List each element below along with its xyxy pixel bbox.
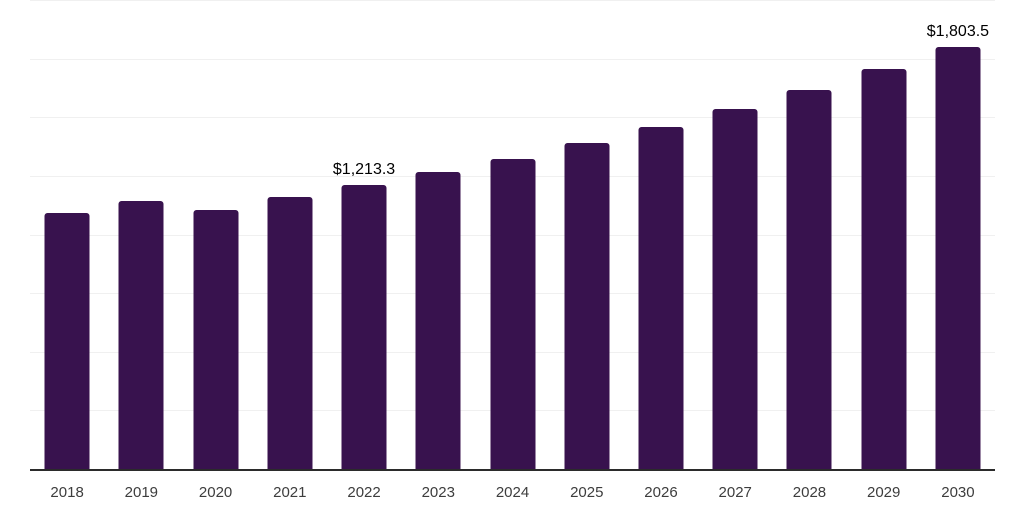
bar-slot-2026 — [624, 1, 698, 470]
x-tick-2018: 2018 — [50, 484, 84, 501]
bar-2025 — [564, 143, 610, 470]
bar-slot-2025 — [550, 1, 624, 470]
x-axis-line — [30, 469, 995, 471]
x-tick-2026: 2026 — [644, 484, 678, 501]
x-tick-2025: 2025 — [570, 484, 604, 501]
bar-slot-2019 — [104, 1, 178, 470]
x-tick-2027: 2027 — [718, 484, 752, 501]
x-tick-2019: 2019 — [124, 484, 159, 501]
bar-2028 — [786, 90, 832, 470]
x-tick-2020: 2020 — [198, 484, 233, 501]
bar-2023 — [415, 171, 461, 470]
bars-row: $1,213.3 $1,803.5 — [30, 1, 995, 470]
bar-2030 — [935, 47, 981, 470]
bar-2026 — [638, 126, 684, 470]
x-tick-2030: 2030 — [941, 484, 975, 501]
bar-2029 — [861, 69, 907, 470]
bar-slot-2021 — [253, 1, 327, 470]
bar-2021 — [267, 197, 313, 470]
gridline — [30, 58, 995, 60]
data-label-2030: $1,803.5 — [926, 23, 990, 41]
gridline — [30, 0, 995, 1]
bar-2027 — [712, 109, 758, 470]
x-tick-2021: 2021 — [273, 484, 307, 501]
bar-slot-2022: $1,213.3 — [327, 1, 401, 470]
bar-slot-2027 — [698, 1, 772, 470]
bar-2020 — [193, 210, 239, 470]
gridline — [30, 117, 995, 119]
bar-slot-2018 — [30, 1, 104, 470]
bar-slot-2023 — [401, 1, 475, 470]
plot-area: $1,213.3 $1,803.5 — [30, 0, 995, 470]
x-tick-2023: 2023 — [421, 484, 455, 501]
bar-2024 — [490, 158, 536, 470]
data-label-2022: $1,213.3 — [332, 161, 396, 179]
bar-slot-2028 — [772, 1, 846, 470]
x-tick-2022: 2022 — [347, 484, 381, 501]
x-tick-2028: 2028 — [792, 484, 827, 501]
bar-slot-2029 — [847, 1, 921, 470]
x-tick-2024: 2024 — [495, 484, 530, 501]
bar-slot-2020 — [178, 1, 252, 470]
x-axis-labels: 2018 2019 2020 2021 2022 2023 2024 2025 2026 2027… — [30, 481, 995, 505]
bar-2018 — [44, 213, 90, 470]
x-tick-2029: 2029 — [867, 484, 901, 501]
bar-slot-2024 — [475, 1, 549, 470]
bar-2019 — [118, 201, 164, 470]
bar-2022 — [341, 185, 387, 470]
bar-slot-2030: $1,803.5 — [921, 1, 995, 470]
